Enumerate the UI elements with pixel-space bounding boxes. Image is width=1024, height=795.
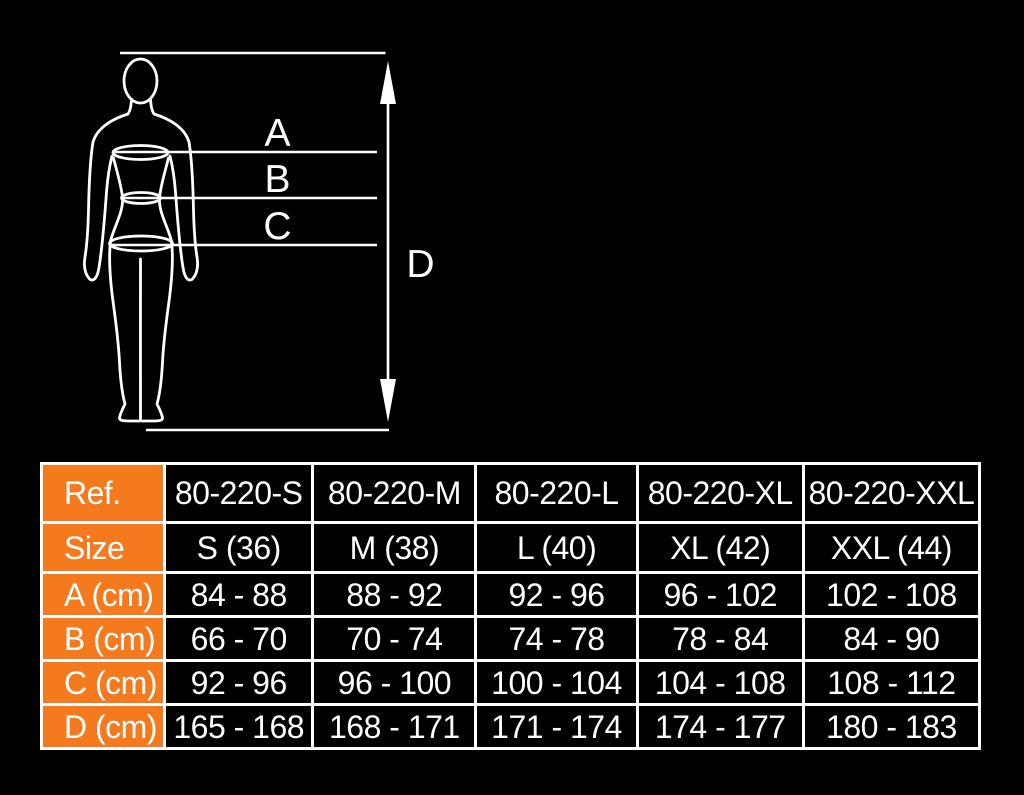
row-header-cell: Ref. [39,462,167,524]
size-value-cell: 92 - 96 [474,571,639,618]
body-measurement-diagram: A B C D [83,51,435,432]
size-value-cell: 174 - 177 [635,703,805,750]
size-value-cell: 96 - 100 [311,659,478,706]
left-arm-outline [83,97,133,282]
size-value-cell: XXL (44) [801,521,982,574]
table-row: B (cm) 66 - 70 70 - 74 74 - 78 78 - 84 84 - 9… [39,615,982,662]
table-row: D (cm) 165 - 168 168 - 171 171 - 174 174 - 1… [39,703,982,750]
size-value-cell: 180 - 183 [801,703,982,750]
size-value-cell: L (40) [474,521,639,574]
size-value-cell: 168 - 171 [311,703,478,750]
left-torso-leg-outline [108,156,142,423]
right-torso-leg-outline [140,156,174,423]
size-value-cell: 84 - 90 [801,615,982,662]
size-value-cell: 70 - 74 [311,615,478,662]
size-value-cell: 171 - 174 [474,703,639,750]
size-value-cell: 100 - 104 [474,659,639,706]
size-value-cell: 108 - 112 [801,659,982,706]
measure-labels: A B C D [263,112,434,286]
size-value-cell: 66 - 70 [163,615,315,662]
row-header-cell: Size [39,521,167,574]
size-value-cell: XL (42) [635,521,805,574]
row-header-cell: A (cm) [39,571,167,618]
arrowheads [380,61,396,422]
size-table: Ref. 80-220-S 80-220-M 80-220-L 80-220-XL 80-… [39,462,982,750]
size-value-cell: S (36) [163,521,315,574]
size-value-cell: 88 - 92 [311,571,478,618]
measurement-lines [109,51,390,432]
size-value-cell: 80-220-M [311,462,478,524]
size-value-cell: 74 - 78 [474,615,639,662]
size-value-cell: 84 - 88 [163,571,315,618]
size-value-cell: 78 - 84 [635,615,805,662]
size-value-cell: 92 - 96 [163,659,315,706]
size-value-cell: 102 - 108 [801,571,982,618]
hip-ellipse [108,234,174,253]
measure-label-a: A [264,112,290,155]
arrow-up-icon [380,61,396,104]
measure-label-b: B [264,158,289,201]
table-row: C (cm) 92 - 96 96 - 100 100 - 104 104 - 108 1… [39,659,982,706]
size-table-body: Ref. 80-220-S 80-220-M 80-220-L 80-220-XL 80-… [39,462,982,750]
table-row: A (cm) 84 - 88 88 - 92 92 - 96 96 - 102 102 -… [39,571,982,618]
head-outline [122,57,159,105]
body-figure [83,57,199,423]
arrow-down-icon [380,379,396,422]
size-value-cell: 165 - 168 [163,703,315,750]
size-value-cell: 96 - 102 [635,571,805,618]
size-value-cell: 80-220-S [163,462,315,524]
table-row: Ref. 80-220-S 80-220-M 80-220-L 80-220-XL 80-… [39,462,982,524]
measure-label-c: C [263,205,290,248]
size-value-cell: 104 - 108 [635,659,805,706]
size-value-cell: M (38) [311,521,478,574]
right-arm-outline [149,97,199,282]
size-value-cell: 80-220-L [474,462,639,524]
row-header-cell: C (cm) [39,659,167,706]
table-row: Size S (36) M (38) L (40) XL (42) XXL (44) [39,521,982,574]
row-header-cell: D (cm) [39,703,167,750]
size-value-cell: 80-220-XL [635,462,805,524]
row-header-cell: B (cm) [39,615,167,662]
measure-label-d: D [406,243,433,286]
size-value-cell: 80-220-XXL [801,462,982,524]
